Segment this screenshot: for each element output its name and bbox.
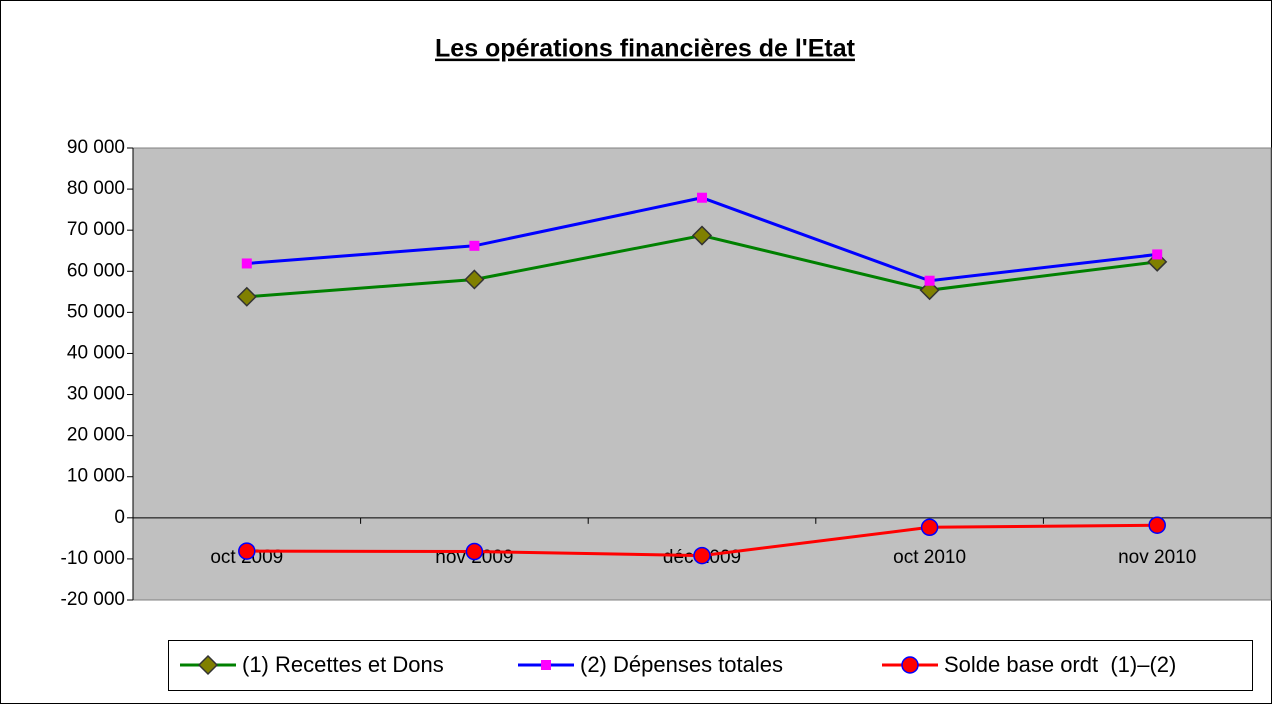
x-tick-label: nov 2010 (1118, 547, 1196, 568)
y-tick-label: 80 000 (67, 178, 125, 199)
chart-title: Les opérations financières de l'Etat (435, 35, 856, 63)
legend-marker (901, 656, 919, 674)
point (464, 269, 485, 290)
y-tick-label: 30 000 (67, 384, 125, 405)
y-tick-label: 40 000 (67, 342, 125, 363)
legend-label: Solde base ordt (1)–(2) (944, 652, 1176, 677)
plot-area (132, 147, 1272, 601)
y-tick-label: -10 000 (61, 548, 125, 569)
y-tick-label: -20 000 (61, 589, 125, 610)
point (693, 546, 711, 565)
point (465, 542, 484, 561)
legend-marker (197, 654, 219, 676)
legend-box (168, 640, 1253, 691)
y-tick-label: 50 000 (67, 301, 125, 322)
legend-marker (541, 660, 551, 670)
legend-label: (1) Recettes et Dons (242, 652, 444, 677)
point (1148, 516, 1166, 534)
point (1152, 249, 1163, 260)
point (469, 240, 480, 251)
point (691, 225, 713, 246)
legend-label: (2) Dépenses totales (580, 652, 783, 677)
point (924, 275, 935, 286)
point (241, 258, 252, 269)
point (238, 542, 256, 560)
y-tick-label: 10 000 (67, 466, 125, 487)
y-tick-label: 90 000 (67, 137, 125, 158)
y-tick-label: 20 000 (67, 425, 125, 446)
point (236, 286, 257, 307)
point (920, 518, 939, 537)
point (697, 192, 707, 203)
y-tick-label: 70 000 (67, 219, 125, 240)
y-tick-label: 0 (114, 507, 125, 528)
x-tick-label: oct 2010 (893, 547, 966, 568)
y-tick-label: 60 000 (67, 260, 125, 281)
